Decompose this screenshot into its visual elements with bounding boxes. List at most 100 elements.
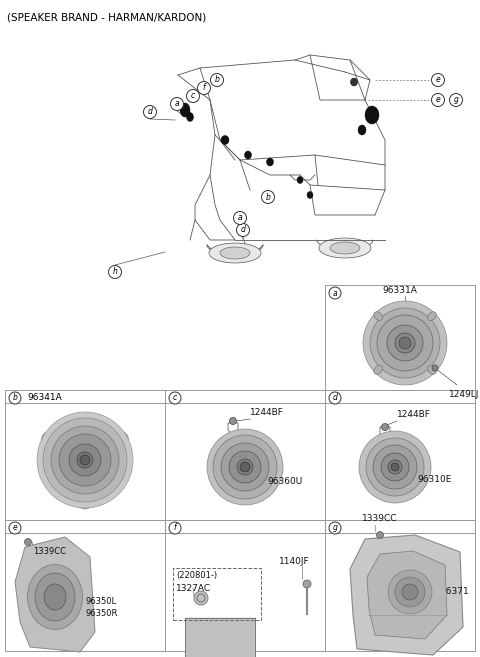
Ellipse shape — [35, 573, 75, 621]
Circle shape — [402, 584, 418, 600]
Text: c: c — [191, 91, 195, 101]
Text: 96331A: 96331A — [383, 286, 418, 295]
Circle shape — [449, 93, 463, 106]
Text: e: e — [436, 76, 440, 85]
Ellipse shape — [27, 564, 83, 629]
Circle shape — [194, 591, 208, 605]
Ellipse shape — [428, 312, 436, 321]
Text: b: b — [215, 76, 219, 85]
Ellipse shape — [330, 242, 360, 254]
Ellipse shape — [374, 312, 383, 321]
Text: (SPEAKER BRAND - HARMAN/KARDON): (SPEAKER BRAND - HARMAN/KARDON) — [7, 12, 206, 22]
Circle shape — [373, 445, 417, 489]
Text: 1140JF: 1140JF — [279, 557, 310, 566]
Ellipse shape — [120, 432, 129, 443]
Text: 1244BF: 1244BF — [250, 408, 284, 417]
Circle shape — [237, 459, 253, 475]
Text: g: g — [333, 524, 337, 533]
Circle shape — [303, 580, 311, 588]
Circle shape — [387, 325, 423, 361]
Circle shape — [381, 453, 409, 481]
Ellipse shape — [44, 584, 66, 610]
Circle shape — [329, 522, 341, 534]
Ellipse shape — [307, 191, 313, 198]
Circle shape — [262, 191, 275, 204]
Ellipse shape — [221, 135, 229, 145]
Circle shape — [388, 460, 402, 474]
Circle shape — [432, 74, 444, 87]
Circle shape — [366, 438, 424, 496]
Ellipse shape — [365, 106, 379, 124]
Ellipse shape — [297, 177, 303, 183]
Circle shape — [80, 455, 90, 465]
Polygon shape — [15, 537, 95, 652]
Circle shape — [197, 81, 211, 95]
Ellipse shape — [244, 151, 252, 159]
Bar — [185, 618, 255, 657]
Circle shape — [24, 539, 32, 545]
Circle shape — [229, 417, 237, 424]
Circle shape — [43, 418, 127, 502]
Polygon shape — [350, 535, 463, 655]
Circle shape — [363, 301, 447, 385]
Text: e: e — [12, 524, 17, 533]
Circle shape — [233, 212, 247, 225]
Text: a: a — [175, 99, 180, 108]
Text: d: d — [240, 225, 245, 235]
Circle shape — [221, 443, 269, 491]
Circle shape — [59, 434, 111, 486]
Text: 1339CC: 1339CC — [33, 547, 66, 556]
Polygon shape — [367, 551, 447, 639]
Text: h: h — [113, 267, 118, 277]
Ellipse shape — [180, 103, 190, 117]
Circle shape — [37, 412, 133, 508]
Ellipse shape — [266, 158, 274, 166]
Circle shape — [395, 577, 425, 607]
Circle shape — [108, 265, 121, 279]
Text: 1339CC: 1339CC — [362, 514, 397, 523]
Circle shape — [207, 429, 283, 505]
Ellipse shape — [319, 238, 371, 258]
Circle shape — [144, 106, 156, 118]
Text: d: d — [333, 394, 337, 403]
Circle shape — [240, 462, 250, 472]
Circle shape — [169, 522, 181, 534]
Ellipse shape — [350, 78, 358, 86]
Circle shape — [169, 392, 181, 404]
Text: 1327AC: 1327AC — [176, 584, 211, 593]
Circle shape — [77, 452, 93, 468]
Circle shape — [359, 431, 431, 503]
Text: (220801-): (220801-) — [176, 571, 217, 580]
Text: 96371: 96371 — [440, 587, 469, 597]
Ellipse shape — [374, 365, 383, 374]
Circle shape — [211, 74, 224, 87]
Text: f: f — [203, 83, 205, 93]
Circle shape — [69, 444, 101, 476]
Circle shape — [432, 93, 444, 106]
Circle shape — [391, 463, 399, 471]
Text: 96350L: 96350L — [85, 597, 116, 606]
Text: 96360U: 96360U — [267, 478, 302, 486]
Ellipse shape — [41, 432, 50, 443]
Text: 96341A: 96341A — [27, 394, 62, 403]
Circle shape — [382, 424, 388, 430]
Ellipse shape — [358, 125, 366, 135]
Ellipse shape — [209, 243, 261, 263]
Circle shape — [237, 223, 250, 237]
Text: g: g — [454, 95, 458, 104]
Text: b: b — [12, 394, 17, 403]
Circle shape — [399, 337, 411, 349]
Text: 1244BF: 1244BF — [397, 410, 431, 419]
Circle shape — [377, 315, 433, 371]
Text: f: f — [174, 524, 176, 533]
Circle shape — [388, 570, 432, 614]
Circle shape — [229, 451, 261, 483]
Circle shape — [51, 426, 119, 494]
Text: d: d — [147, 108, 153, 116]
Circle shape — [9, 522, 21, 534]
Circle shape — [329, 287, 341, 299]
Ellipse shape — [428, 365, 436, 374]
Circle shape — [170, 97, 183, 110]
Circle shape — [213, 435, 277, 499]
Ellipse shape — [79, 501, 91, 509]
